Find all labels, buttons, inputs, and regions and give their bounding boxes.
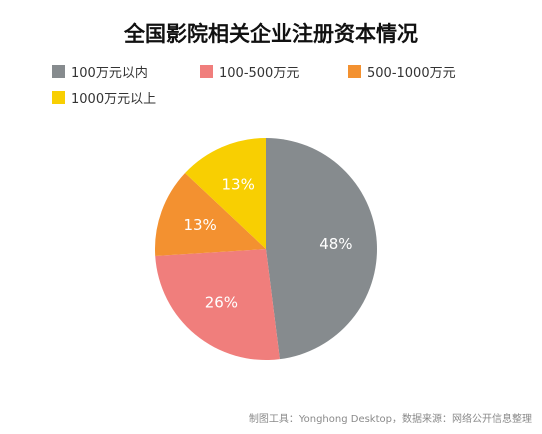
legend-label-2: 500-1000万元 [367, 65, 456, 81]
pie-label-0: 48% [319, 235, 352, 253]
legend-item-2[interactable]: 500-1000万元 [348, 62, 498, 81]
legend-label-3: 1000万元以上 [71, 91, 157, 107]
legend-swatch-2 [348, 64, 361, 78]
pie-label-3: 13% [222, 175, 255, 193]
legend-item-1[interactable]: 100-500万元 [200, 62, 348, 81]
legend-swatch-0 [52, 64, 65, 78]
legend: 100万元以内 100-500万元 500-1000万元 1000万元以上 [52, 62, 512, 107]
pie-slice-0[interactable] [266, 138, 378, 360]
legend-item-0[interactable]: 100万元以内 [52, 62, 200, 81]
legend-label-0: 100万元以内 [71, 65, 148, 81]
pie-label-2: 13% [183, 216, 216, 234]
legend-swatch-3 [52, 90, 65, 104]
legend-label-1: 100-500万元 [219, 65, 300, 81]
pie-label-1: 26% [205, 293, 238, 311]
legend-swatch-1 [200, 64, 213, 78]
footer-source-note: 制图工具：Yonghong Desktop，数据来源：网络公开信息整理 [248, 414, 532, 425]
chart-title: 全国影院相关企业注册资本情况 [124, 22, 418, 46]
pie-slice-3[interactable] [185, 138, 266, 249]
legend-item-3[interactable]: 1000万元以上 [52, 88, 212, 107]
pie-slice-1[interactable] [155, 249, 280, 360]
pie-slice-2[interactable] [155, 173, 266, 256]
